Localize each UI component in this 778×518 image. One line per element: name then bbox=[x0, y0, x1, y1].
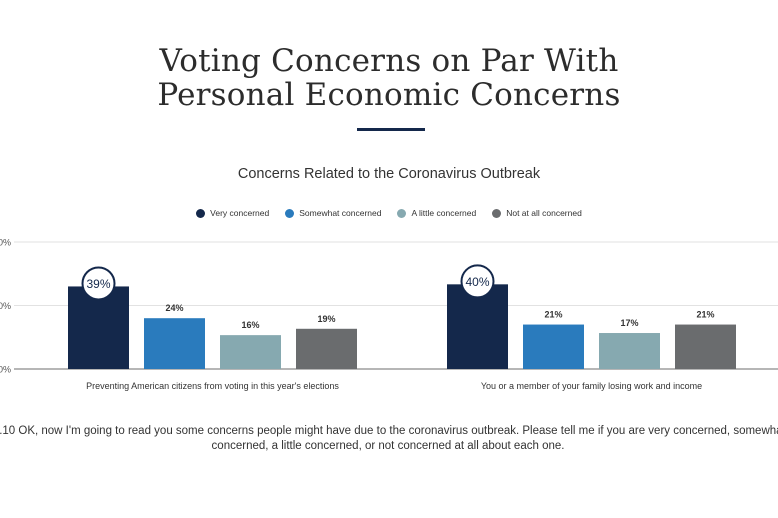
legend-item-somewhat-concerned: Somewhat concerned bbox=[285, 208, 381, 218]
legend-item-not-at-all-concerned: Not at all concerned bbox=[492, 208, 582, 218]
bar-value-label: 24% bbox=[165, 303, 183, 313]
chart-title: Concerns Related to the Coronavirus Outb… bbox=[237, 166, 541, 182]
x-category-label: Preventing American citizens from voting… bbox=[86, 381, 339, 391]
y-tick-label: 30% bbox=[0, 301, 11, 311]
title-line-1: Voting Concerns on Par With bbox=[159, 43, 619, 79]
footnote-line-1: Q.10 OK, now I'm going to read you some … bbox=[0, 425, 778, 437]
bar-value-label: 16% bbox=[241, 320, 259, 330]
y-tick-label: 0% bbox=[0, 365, 11, 375]
legend-item-very-concerned: Very concerned bbox=[196, 208, 269, 218]
legend-item-a-little-concerned: A little concerned bbox=[397, 208, 476, 218]
page-title: Voting Concerns on Par With Personal Eco… bbox=[0, 44, 778, 112]
bar-value-label: 39% bbox=[86, 277, 110, 291]
legend-swatch-a-little-concerned bbox=[397, 208, 407, 218]
survey-footnote: Q.10 OK, now I'm going to read you some … bbox=[0, 424, 778, 454]
legend-label-not-at-all-concerned: Not at all concerned bbox=[506, 208, 582, 218]
bar-value-circle bbox=[81, 266, 116, 301]
title-underline bbox=[357, 128, 425, 131]
bar bbox=[296, 328, 357, 369]
legend-swatch-somewhat-concerned bbox=[285, 208, 295, 218]
bar-value-label: 19% bbox=[317, 314, 335, 324]
legend-label-somewhat-concerned: Somewhat concerned bbox=[299, 208, 382, 218]
y-tick-label: 60% bbox=[0, 238, 11, 248]
footnote-line-2: concerned, a little concerned, or not co… bbox=[211, 440, 565, 452]
chart-legend: Very concerned Somewhat concerned A litt… bbox=[0, 208, 778, 218]
bar-value-label: 40% bbox=[465, 275, 489, 289]
bar-value-label: 17% bbox=[620, 318, 638, 328]
x-category-label: You or a member of your family losing wo… bbox=[481, 381, 702, 391]
bar bbox=[675, 324, 736, 369]
legend-label-very-concerned: Very concerned bbox=[210, 208, 270, 218]
bar bbox=[447, 284, 508, 369]
legend-swatch-not-at-all-concerned bbox=[492, 208, 502, 218]
bar bbox=[523, 324, 584, 369]
bar bbox=[220, 335, 281, 369]
bar-value-label: 21% bbox=[544, 310, 562, 320]
legend-label-a-little-concerned: A little concerned bbox=[411, 208, 477, 218]
bar bbox=[144, 318, 205, 369]
title-line-2: Personal Economic Concerns bbox=[157, 77, 621, 113]
bar-value-circle bbox=[460, 264, 495, 299]
bar-value-label: 21% bbox=[696, 310, 714, 320]
legend-swatch-very-concerned bbox=[196, 208, 206, 218]
bar bbox=[599, 333, 660, 369]
